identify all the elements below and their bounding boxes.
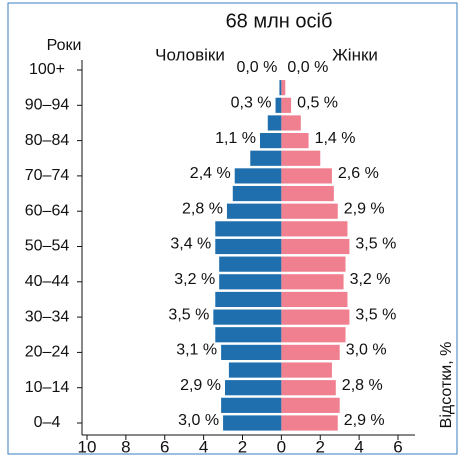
bar — [281, 362, 332, 378]
x-tick-label: 2 — [316, 437, 325, 456]
bar — [221, 397, 282, 413]
bar — [281, 221, 348, 237]
bar — [267, 115, 282, 131]
bar — [281, 168, 332, 184]
bar — [281, 80, 286, 96]
data-label: 2,9 % — [344, 200, 385, 217]
bar — [226, 203, 282, 219]
x-tick-label: 8 — [121, 437, 130, 456]
frame — [7, 2, 458, 455]
bar — [281, 203, 338, 219]
data-label: 3,5 % — [355, 306, 396, 323]
bar — [223, 415, 282, 431]
data-label: 1,4 % — [315, 130, 356, 147]
data-label: 3,5 % — [168, 306, 209, 323]
bar — [275, 97, 282, 113]
data-label: 2,6 % — [338, 165, 379, 182]
x-tick-label: 0 — [277, 437, 286, 456]
y-tick-label: 20–24 — [25, 344, 70, 361]
x-tick-label: 6 — [160, 437, 169, 456]
bar — [281, 133, 309, 149]
data-label: 2,8 % — [342, 377, 383, 394]
data-label: 3,1 % — [176, 342, 217, 359]
bar — [281, 380, 336, 396]
bar — [281, 238, 350, 255]
bar — [281, 185, 334, 202]
y-tick-label: 90–94 — [25, 97, 70, 114]
y-tick-label: 80–84 — [25, 132, 70, 149]
bar — [215, 238, 282, 255]
data-label: 0,5 % — [297, 95, 338, 112]
bar — [281, 291, 348, 308]
data-label: 3,2 % — [174, 271, 215, 288]
data-label: 2,9 % — [344, 412, 385, 429]
data-label: 0,0 % — [236, 59, 277, 76]
y-tick-label: 100+ — [29, 61, 65, 78]
y-tick-label: 60–64 — [25, 202, 70, 219]
bar — [279, 80, 282, 96]
y-axis-label: Роки — [47, 37, 82, 54]
bar — [250, 150, 282, 166]
bar — [281, 115, 301, 131]
bar — [259, 133, 282, 149]
chart-title: 68 млн осіб — [226, 10, 333, 32]
bar — [215, 327, 282, 343]
x-tick-label: 2 — [238, 437, 247, 456]
bar — [281, 309, 350, 325]
y-tick-label: 70–74 — [25, 167, 70, 184]
data-label: 2,9 % — [180, 377, 221, 394]
bar — [225, 380, 282, 396]
y-tick-label: 10–14 — [25, 379, 70, 396]
bar — [234, 168, 282, 184]
x-tick-label: 4 — [354, 437, 363, 456]
bar — [281, 344, 340, 360]
bar — [281, 415, 338, 431]
data-label: 2,4 % — [190, 165, 231, 182]
x-tick-label: 6 — [393, 437, 402, 456]
bar — [281, 327, 346, 343]
bar — [215, 221, 282, 237]
bar — [221, 344, 282, 360]
bar — [281, 274, 344, 290]
data-label: 3,0 % — [346, 342, 387, 359]
x-tick-label: 10 — [78, 437, 97, 456]
x-tick-label: 4 — [199, 437, 208, 456]
y-tick-label: 0–4 — [34, 414, 61, 431]
bar — [215, 291, 282, 308]
data-label: 1,1 % — [215, 130, 256, 147]
y-tick-label: 30–34 — [25, 308, 70, 325]
x-axis-label: Відсотки, % — [438, 342, 455, 429]
bar — [232, 185, 282, 202]
data-label: 2,8 % — [182, 200, 223, 217]
bar — [281, 397, 340, 413]
data-label: 3,2 % — [350, 271, 391, 288]
data-label: 3,4 % — [170, 236, 211, 253]
data-label: 0,0 % — [287, 59, 328, 76]
data-label: 0,3 % — [231, 95, 272, 112]
bar — [219, 274, 282, 290]
legend-entry: Жінки — [332, 45, 378, 64]
bar — [213, 309, 282, 325]
bar — [281, 256, 346, 272]
y-tick-label: 50–54 — [25, 238, 70, 255]
legend-entry: Чоловіки — [155, 45, 225, 64]
data-label: 3,5 % — [355, 236, 396, 253]
bar — [281, 150, 321, 166]
y-tick-label: 40–44 — [25, 273, 70, 290]
bar — [281, 97, 292, 113]
bar — [219, 256, 282, 272]
data-label: 3,0 % — [178, 412, 219, 429]
bar — [228, 362, 282, 378]
